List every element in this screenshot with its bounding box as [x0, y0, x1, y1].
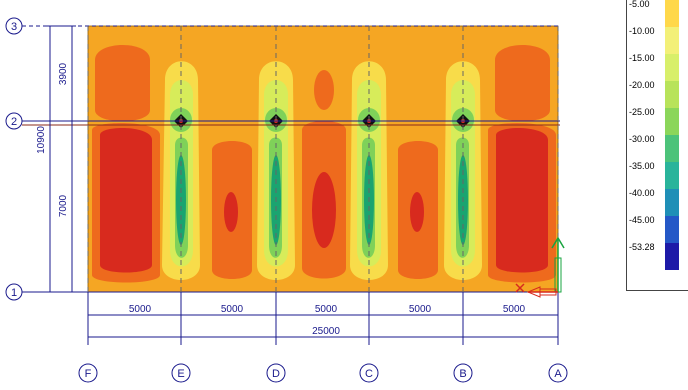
col-label-B: B [459, 368, 466, 380]
row-bubbles: 3 2 1 [5, 17, 23, 301]
axis-gizmo-icon [515, 236, 565, 298]
legend-label: -25.00 [629, 107, 655, 117]
dim-10900: 10900 [36, 126, 47, 154]
legend-swatch [665, 189, 679, 216]
legend-swatch [665, 108, 679, 135]
dim-7000: 7000 [58, 194, 69, 217]
interior-hotspots [212, 70, 438, 279]
legend-swatch [665, 162, 679, 189]
col-label-F: F [85, 368, 92, 380]
dim-3900: 3900 [58, 62, 69, 85]
edge-hotspots [92, 45, 556, 283]
legend-swatch [665, 81, 679, 108]
legend-label: -35.00 [629, 161, 655, 171]
legend-swatch [665, 0, 679, 27]
col-label-E: E [177, 368, 184, 380]
legend-label: -45.00 [629, 215, 655, 225]
dim-span-3: 5000 [315, 304, 338, 315]
horizontal-dimensions [88, 314, 558, 338]
column-bubbles: F E D C B A [78, 363, 568, 383]
dim-total: 25000 [312, 326, 340, 337]
dim-span-5: 5000 [503, 304, 526, 315]
legend-swatch [665, 135, 679, 162]
legend-label: -20.00 [629, 80, 655, 90]
row-label-2: 2 [11, 116, 17, 128]
col-label-A: A [554, 368, 562, 380]
legend-label: -53.28 [629, 242, 655, 252]
dim-span-1: 5000 [129, 304, 152, 315]
vertical-dimensions [46, 25, 76, 293]
legend-swatch [665, 27, 679, 54]
legend-label: -15.00 [629, 53, 655, 63]
legend-swatch [665, 216, 679, 243]
dim-span-2: 5000 [221, 304, 244, 315]
legend-label: -40.00 [629, 188, 655, 198]
row-label-3: 3 [11, 21, 17, 33]
legend-swatch [665, 54, 679, 81]
color-legend: -5.00 -10.00 -15.00 -20.00 -25.00 -30.00 -35.0… [626, 0, 688, 291]
legend-label: -5.00 [629, 0, 650, 9]
row-label-1: 1 [11, 287, 17, 299]
legend-label: -30.00 [629, 134, 655, 144]
legend-swatch [665, 243, 679, 270]
col-label-C: C [365, 368, 373, 380]
dim-span-4: 5000 [409, 304, 432, 315]
legend-label: -10.00 [629, 26, 655, 36]
col-label-D: D [272, 368, 280, 380]
grid-lines [22, 25, 560, 345]
